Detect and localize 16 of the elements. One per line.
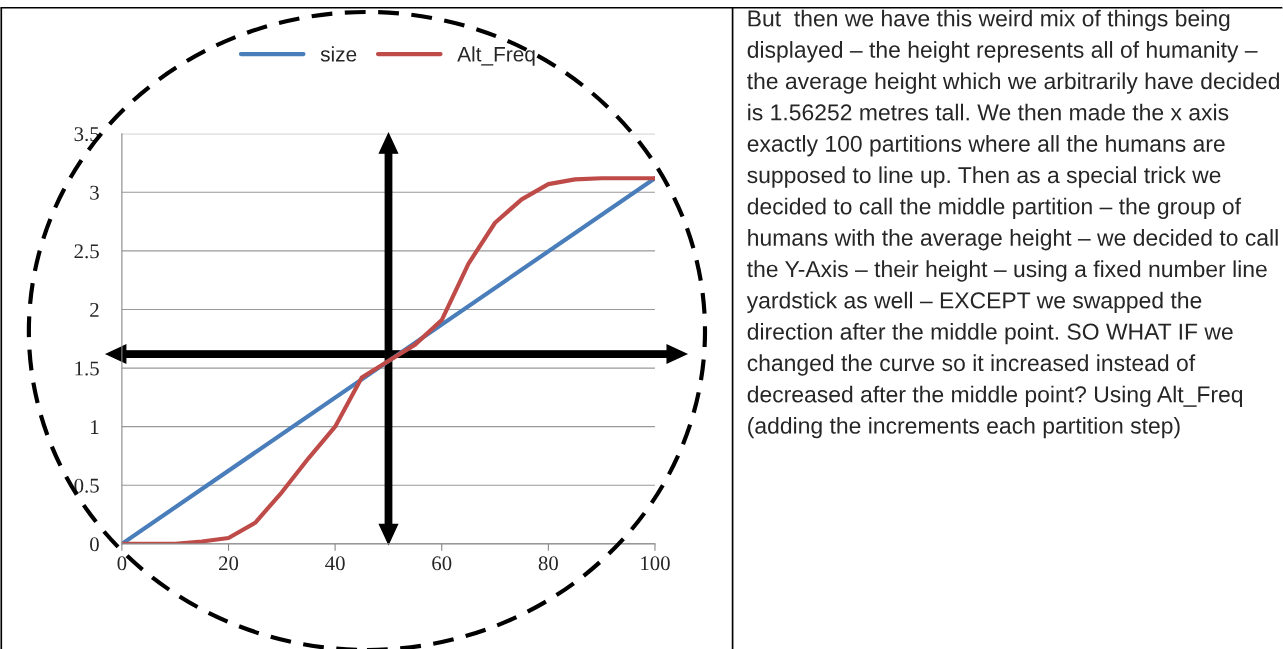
x-tick-label: 40 [325,556,345,571]
y-tick-label: 2.5 [74,244,99,259]
legend-label: Alt_Freq [457,46,535,66]
y-tick-label: 3 [90,185,99,200]
legend-label: size [320,46,357,62]
y-tick-label: 0 [90,537,99,552]
x-tick-label: 60 [432,556,452,571]
x-tick-label: 20 [219,556,239,571]
y-tick-label: 2 [90,302,99,317]
x-tick-label: 0 [117,556,127,571]
x-tick-label: 100 [641,556,670,571]
y-tick-label: 1 [91,420,99,434]
y-tick-label: 1.5 [75,361,99,376]
text: But then we have this weird mix of things being displayed – the height represents all of humanity – the average height which we arbitrarily have decided is 1.56252 metres tall. We then made the x axis exactly 100 partitions where all the humans are supposed to line up. Then as a special trick we decided to call the middle partition – the group of humans with the average height – we decided to call the Y-Axis – their height – using a fixed number line yardstick as well – EXCEPT we swapped the direction after the middle point. SO WHAT IF we changed the curve so it increased instead of decreased after the middle point? Using Alt_Freq (adding the increments each partition step) [746,9,1279,439]
x-tick-label: 80 [538,556,558,571]
y-tick-label: 0.5 [74,478,99,493]
